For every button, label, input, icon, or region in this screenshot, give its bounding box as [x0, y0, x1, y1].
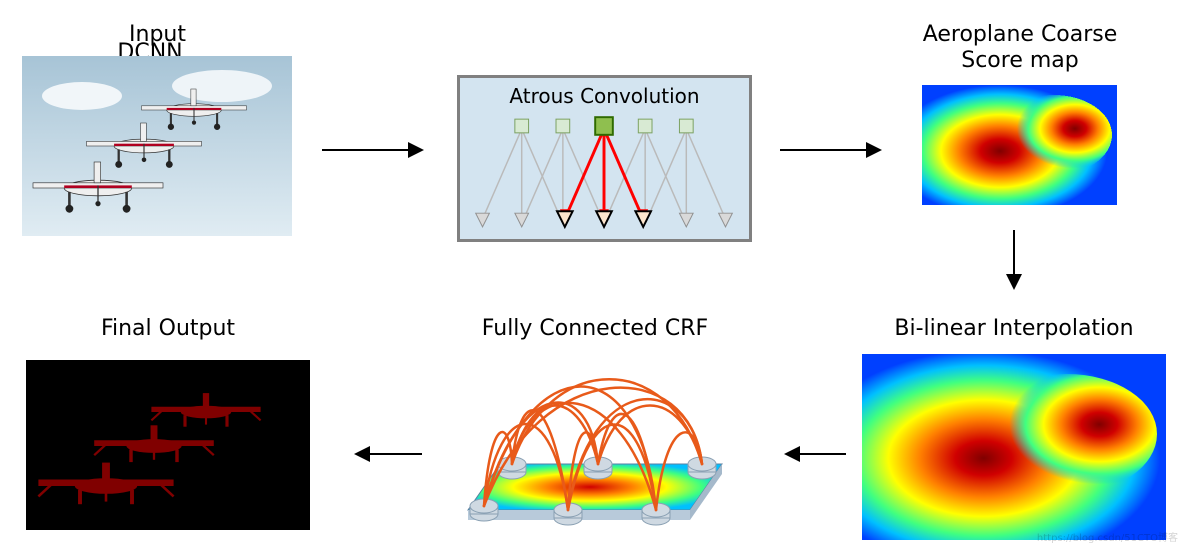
score-map: [922, 85, 1117, 205]
label-crf: Fully Connected CRF: [440, 316, 750, 341]
crf-image: [440, 356, 750, 534]
bilinear-image: [862, 354, 1166, 540]
arrow-bilin-crf: [784, 444, 846, 464]
arrow-dcnn-score: [780, 140, 882, 160]
label-bilinear: Bi-linear Interpolation: [862, 316, 1166, 341]
watermark: https://blog.csdn/51CTO博客: [1037, 529, 1178, 544]
arrow-input-dcnn: [322, 140, 424, 160]
label-final: Final Output: [26, 316, 310, 341]
arrow-crf-final: [354, 444, 422, 464]
atrous-diagram: [460, 110, 749, 238]
final-output: [26, 360, 310, 530]
label-dcnn-sub: Atrous Convolution: [460, 84, 749, 108]
dcnn-box: Atrous Convolution: [457, 75, 752, 242]
input-image: [22, 56, 292, 236]
label-score-2: Score map: [870, 48, 1170, 73]
label-score-1: Aeroplane Coarse: [870, 22, 1170, 47]
arrow-score-bilin: [1004, 230, 1024, 290]
